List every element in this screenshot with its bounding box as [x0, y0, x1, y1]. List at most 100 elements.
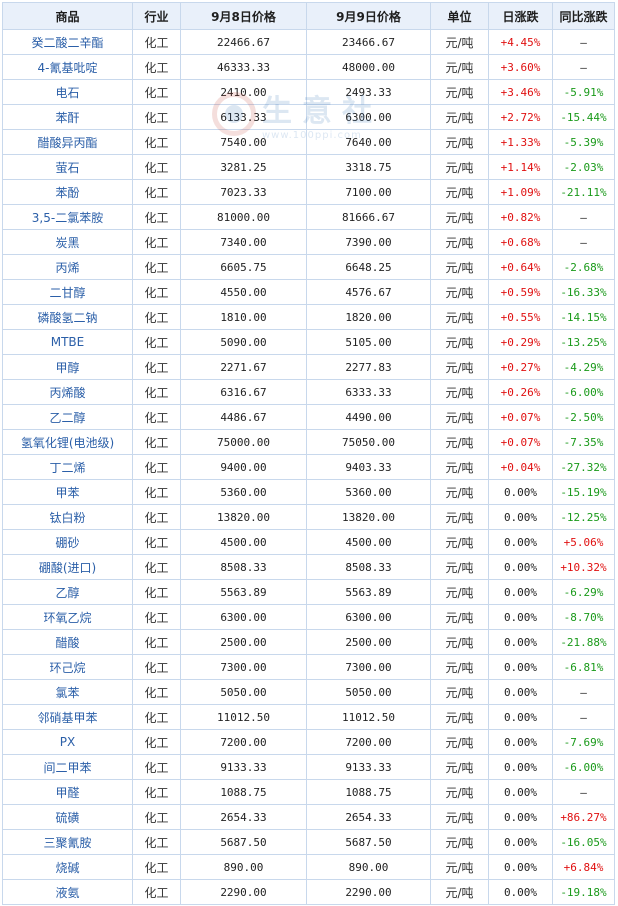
- yoy-change-cell: -14.15%: [552, 304, 615, 330]
- product-name-link[interactable]: 4-氰基吡啶: [2, 54, 133, 80]
- product-name-link[interactable]: 磷酸氢二钠: [2, 304, 133, 330]
- product-name-link[interactable]: 甲醇: [2, 354, 133, 380]
- price-sep8-cell: 7200.00: [180, 729, 307, 755]
- product-name-link[interactable]: 硼酸(进口): [2, 554, 133, 580]
- daily-change-cell: 0.00%: [488, 854, 553, 880]
- industry-cell: 化工: [132, 404, 181, 430]
- header-unit[interactable]: 单位: [430, 2, 489, 30]
- price-sep9-cell: 6300.00: [306, 604, 431, 630]
- unit-cell: 元/吨: [430, 229, 489, 255]
- product-name-link[interactable]: 液氨: [2, 879, 133, 905]
- price-sep9-cell: 13820.00: [306, 504, 431, 530]
- industry-cell: 化工: [132, 454, 181, 480]
- price-sep9-cell: 890.00: [306, 854, 431, 880]
- product-name-link[interactable]: 氯苯: [2, 679, 133, 705]
- daily-change-cell: +0.82%: [488, 204, 553, 230]
- price-sep8-cell: 81000.00: [180, 204, 307, 230]
- price-sep9-cell: 2654.33: [306, 804, 431, 830]
- table-row: 氯苯 化工 5050.00 5050.00 元/吨 0.00% —: [2, 679, 615, 705]
- header-price-sep8[interactable]: 9月8日价格: [180, 2, 307, 30]
- price-sep8-cell: 2290.00: [180, 879, 307, 905]
- table-row: 二甘醇 化工 4550.00 4576.67 元/吨 +0.59% -16.33%: [2, 279, 615, 305]
- price-sep9-cell: 5687.50: [306, 829, 431, 855]
- price-sep8-cell: 7540.00: [180, 129, 307, 155]
- product-name-link[interactable]: 醋酸异丙酯: [2, 129, 133, 155]
- product-name-link[interactable]: 癸二酸二辛酯: [2, 29, 133, 55]
- industry-cell: 化工: [132, 804, 181, 830]
- table-row: 炭黑 化工 7340.00 7390.00 元/吨 +0.68% —: [2, 229, 615, 255]
- product-name-link[interactable]: 乙二醇: [2, 404, 133, 430]
- table-row: 环己烷 化工 7300.00 7300.00 元/吨 0.00% -6.81%: [2, 654, 615, 680]
- daily-change-cell: 0.00%: [488, 554, 553, 580]
- industry-cell: 化工: [132, 479, 181, 505]
- product-name-link[interactable]: 环己烷: [2, 654, 133, 680]
- price-sep8-cell: 9400.00: [180, 454, 307, 480]
- industry-cell: 化工: [132, 79, 181, 105]
- product-name-link[interactable]: 环氧乙烷: [2, 604, 133, 630]
- product-name-link[interactable]: 间二甲苯: [2, 754, 133, 780]
- product-name-link[interactable]: 3,5-二氯苯胺: [2, 204, 133, 230]
- product-name-link[interactable]: 丙烯: [2, 254, 133, 280]
- product-name-link[interactable]: 醋酸: [2, 629, 133, 655]
- product-name-link[interactable]: 三聚氰胺: [2, 829, 133, 855]
- product-name-link[interactable]: 硫磺: [2, 804, 133, 830]
- daily-change-cell: 0.00%: [488, 879, 553, 905]
- industry-cell: 化工: [132, 129, 181, 155]
- price-sep9-cell: 11012.50: [306, 704, 431, 730]
- industry-cell: 化工: [132, 329, 181, 355]
- yoy-change-cell: -7.69%: [552, 729, 615, 755]
- header-daily-change[interactable]: 日涨跌: [488, 2, 553, 30]
- product-name-link[interactable]: 甲苯: [2, 479, 133, 505]
- product-name-link[interactable]: 苯酚: [2, 179, 133, 205]
- product-name-link[interactable]: 乙醇: [2, 579, 133, 605]
- product-name-link[interactable]: 电石: [2, 79, 133, 105]
- header-product[interactable]: 商品: [2, 2, 133, 30]
- table-row: PX 化工 7200.00 7200.00 元/吨 0.00% -7.69%: [2, 729, 615, 755]
- table-row: 萤石 化工 3281.25 3318.75 元/吨 +1.14% -2.03%: [2, 154, 615, 180]
- industry-cell: 化工: [132, 754, 181, 780]
- price-sep9-cell: 48000.00: [306, 54, 431, 80]
- product-name-link[interactable]: 氢氧化锂(电池级): [2, 429, 133, 455]
- product-name-link[interactable]: 烧碱: [2, 854, 133, 880]
- table-row: 甲苯 化工 5360.00 5360.00 元/吨 0.00% -15.19%: [2, 479, 615, 505]
- header-yoy-change[interactable]: 同比涨跌: [552, 2, 615, 30]
- table-row: 丁二烯 化工 9400.00 9403.33 元/吨 +0.04% -27.32%: [2, 454, 615, 480]
- daily-change-cell: +3.60%: [488, 54, 553, 80]
- unit-cell: 元/吨: [430, 529, 489, 555]
- price-sep9-cell: 4500.00: [306, 529, 431, 555]
- yoy-change-cell: -6.29%: [552, 579, 615, 605]
- table-row: 硫磺 化工 2654.33 2654.33 元/吨 0.00% +86.27%: [2, 804, 615, 830]
- price-sep8-cell: 5563.89: [180, 579, 307, 605]
- industry-cell: 化工: [132, 54, 181, 80]
- price-sep9-cell: 81666.67: [306, 204, 431, 230]
- product-name-link[interactable]: PX: [2, 729, 133, 755]
- unit-cell: 元/吨: [430, 79, 489, 105]
- price-sep9-cell: 75050.00: [306, 429, 431, 455]
- industry-cell: 化工: [132, 704, 181, 730]
- price-sep9-cell: 7640.00: [306, 129, 431, 155]
- table-row: 电石 化工 2410.00 2493.33 元/吨 +3.46% -5.91%: [2, 79, 615, 105]
- unit-cell: 元/吨: [430, 154, 489, 180]
- product-name-link[interactable]: 邻硝基甲苯: [2, 704, 133, 730]
- table-row: 3,5-二氯苯胺 化工 81000.00 81666.67 元/吨 +0.82% —: [2, 204, 615, 230]
- product-name-link[interactable]: 钛白粉: [2, 504, 133, 530]
- product-name-link[interactable]: 炭黑: [2, 229, 133, 255]
- product-name-link[interactable]: MTBE: [2, 329, 133, 355]
- header-industry[interactable]: 行业: [132, 2, 181, 30]
- product-name-link[interactable]: 丁二烯: [2, 454, 133, 480]
- product-name-link[interactable]: 丙烯酸: [2, 379, 133, 405]
- industry-cell: 化工: [132, 854, 181, 880]
- unit-cell: 元/吨: [430, 304, 489, 330]
- daily-change-cell: 0.00%: [488, 629, 553, 655]
- industry-cell: 化工: [132, 579, 181, 605]
- product-name-link[interactable]: 甲醛: [2, 779, 133, 805]
- unit-cell: 元/吨: [430, 354, 489, 380]
- product-name-link[interactable]: 硼砂: [2, 529, 133, 555]
- price-sep8-cell: 6316.67: [180, 379, 307, 405]
- product-name-link[interactable]: 二甘醇: [2, 279, 133, 305]
- header-price-sep9[interactable]: 9月9日价格: [306, 2, 431, 30]
- price-sep9-cell: 2493.33: [306, 79, 431, 105]
- product-name-link[interactable]: 萤石: [2, 154, 133, 180]
- unit-cell: 元/吨: [430, 604, 489, 630]
- product-name-link[interactable]: 苯酐: [2, 104, 133, 130]
